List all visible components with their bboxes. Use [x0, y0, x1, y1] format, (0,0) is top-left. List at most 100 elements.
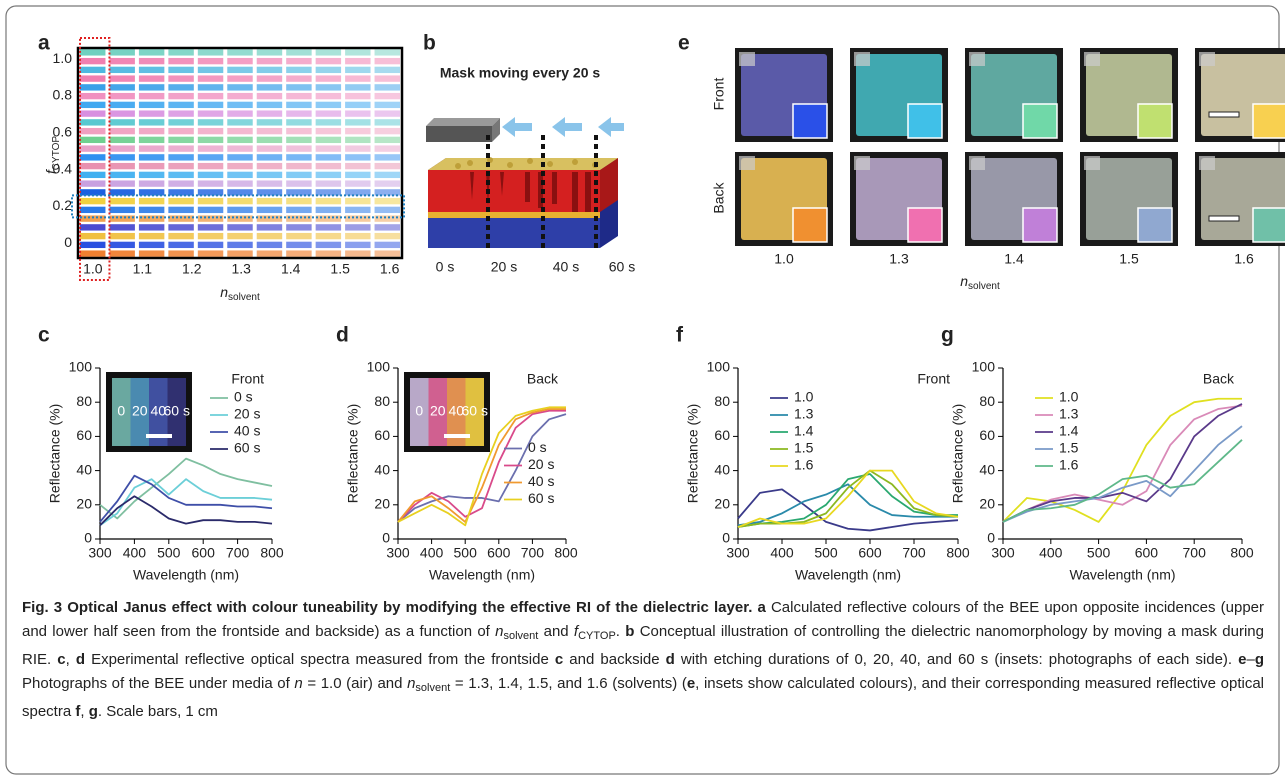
colour-cell	[316, 110, 341, 116]
photo-tab	[969, 52, 985, 66]
colour-cell	[345, 224, 370, 230]
colour-cell	[139, 198, 164, 204]
colour-cell	[80, 84, 105, 90]
colour-cell	[316, 145, 341, 151]
x-axis-label: Wavelength (nm)	[429, 567, 535, 583]
colour-cell	[168, 67, 193, 73]
colour-cell	[375, 67, 400, 73]
colour-cell	[168, 93, 193, 99]
x-tick-label: 700	[1183, 545, 1207, 561]
colour-cell	[286, 180, 311, 186]
colour-cell	[227, 58, 252, 64]
colour-cell	[257, 49, 282, 55]
column-label: 1.0	[774, 251, 794, 267]
colour-cell	[109, 242, 134, 248]
colour-cell	[80, 198, 105, 204]
colour-cell	[286, 233, 311, 239]
colour-cell	[345, 163, 370, 169]
colour-cell	[375, 49, 400, 55]
x-tick-label: 500	[1087, 545, 1111, 561]
colour-cell	[109, 67, 134, 73]
spectrum-line	[1003, 399, 1242, 522]
colour-cell	[139, 154, 164, 160]
inset-colour	[1138, 104, 1172, 138]
colour-cell	[257, 119, 282, 125]
spectrum-line	[1003, 406, 1242, 522]
caption-text: with etching durations of 0, 20, 40, and…	[675, 651, 1238, 668]
colour-cell	[375, 84, 400, 90]
y-tick-label: 20	[714, 496, 730, 512]
colour-cell	[375, 180, 400, 186]
colour-cell	[198, 49, 223, 55]
colour-cell	[345, 154, 370, 160]
caption-text: d	[76, 651, 85, 668]
caption-text: . Scale bars, 1 cm	[98, 703, 218, 720]
colour-cell	[286, 119, 311, 125]
colour-cell	[80, 75, 105, 81]
colour-cell	[257, 242, 282, 248]
inset-label: 0	[117, 403, 125, 419]
y-axis-label: fCYTOP	[43, 136, 62, 174]
y-tick-label: 40	[374, 461, 390, 477]
colour-cell	[257, 93, 282, 99]
spectrum-line	[1003, 440, 1242, 522]
colour-cell	[257, 250, 282, 256]
colour-cell	[139, 233, 164, 239]
colour-cell	[139, 250, 164, 256]
colour-cell	[109, 163, 134, 169]
caption-text: solvent	[503, 630, 538, 642]
scale-bar	[146, 434, 172, 438]
caption-text: ,	[66, 651, 76, 668]
inset-label: 20	[430, 403, 446, 419]
colour-cell	[109, 137, 134, 143]
y-tick-label: 20	[374, 496, 390, 512]
colour-cell	[257, 137, 282, 143]
colour-cell	[109, 102, 134, 108]
colour-cell	[139, 180, 164, 186]
inset-colour	[908, 208, 942, 242]
colour-cell	[109, 110, 134, 116]
colour-cell	[257, 67, 282, 73]
x-tick-label: 400	[123, 545, 147, 561]
colour-cell	[168, 58, 193, 64]
colour-cell	[139, 110, 164, 116]
colour-cell	[345, 172, 370, 178]
y-tick-label: 0.8	[53, 87, 73, 103]
colour-cell	[257, 58, 282, 64]
y-tick-label: 80	[714, 393, 730, 409]
colour-cell	[80, 128, 105, 134]
y-tick-label: 40	[979, 461, 995, 477]
colour-cell	[375, 215, 400, 221]
colour-cell	[168, 215, 193, 221]
colour-cell	[139, 75, 164, 81]
colour-cell	[375, 93, 400, 99]
x-tick-label: 700	[226, 545, 250, 561]
caption-text: g	[1255, 651, 1264, 668]
colour-cell	[168, 128, 193, 134]
x-tick-label: 1.4	[281, 261, 301, 277]
caption-text: d	[666, 651, 675, 668]
colour-cell	[227, 75, 252, 81]
colour-cell	[227, 198, 252, 204]
colour-cell	[286, 242, 311, 248]
time-label: 40 s	[553, 259, 579, 275]
colour-cell	[227, 102, 252, 108]
colour-cell	[198, 180, 223, 186]
colour-cell	[80, 49, 105, 55]
photo-tab	[1084, 52, 1100, 66]
colour-cell	[198, 84, 223, 90]
photo-tab	[739, 156, 755, 170]
x-tick-label: 800	[554, 545, 578, 561]
photo-tab	[739, 52, 755, 66]
colour-cell	[109, 224, 134, 230]
colour-cell	[139, 163, 164, 169]
colour-cell	[257, 102, 282, 108]
y-tick-label: 0	[722, 530, 730, 546]
x-tick-label: 300	[88, 545, 112, 561]
colour-cell	[227, 110, 252, 116]
colour-cell	[109, 128, 134, 134]
x-axis-label-main: n	[960, 273, 968, 289]
x-tick-label: 700	[521, 545, 545, 561]
y-tick-label: 60	[374, 427, 390, 443]
column-label: 1.3	[889, 251, 909, 267]
